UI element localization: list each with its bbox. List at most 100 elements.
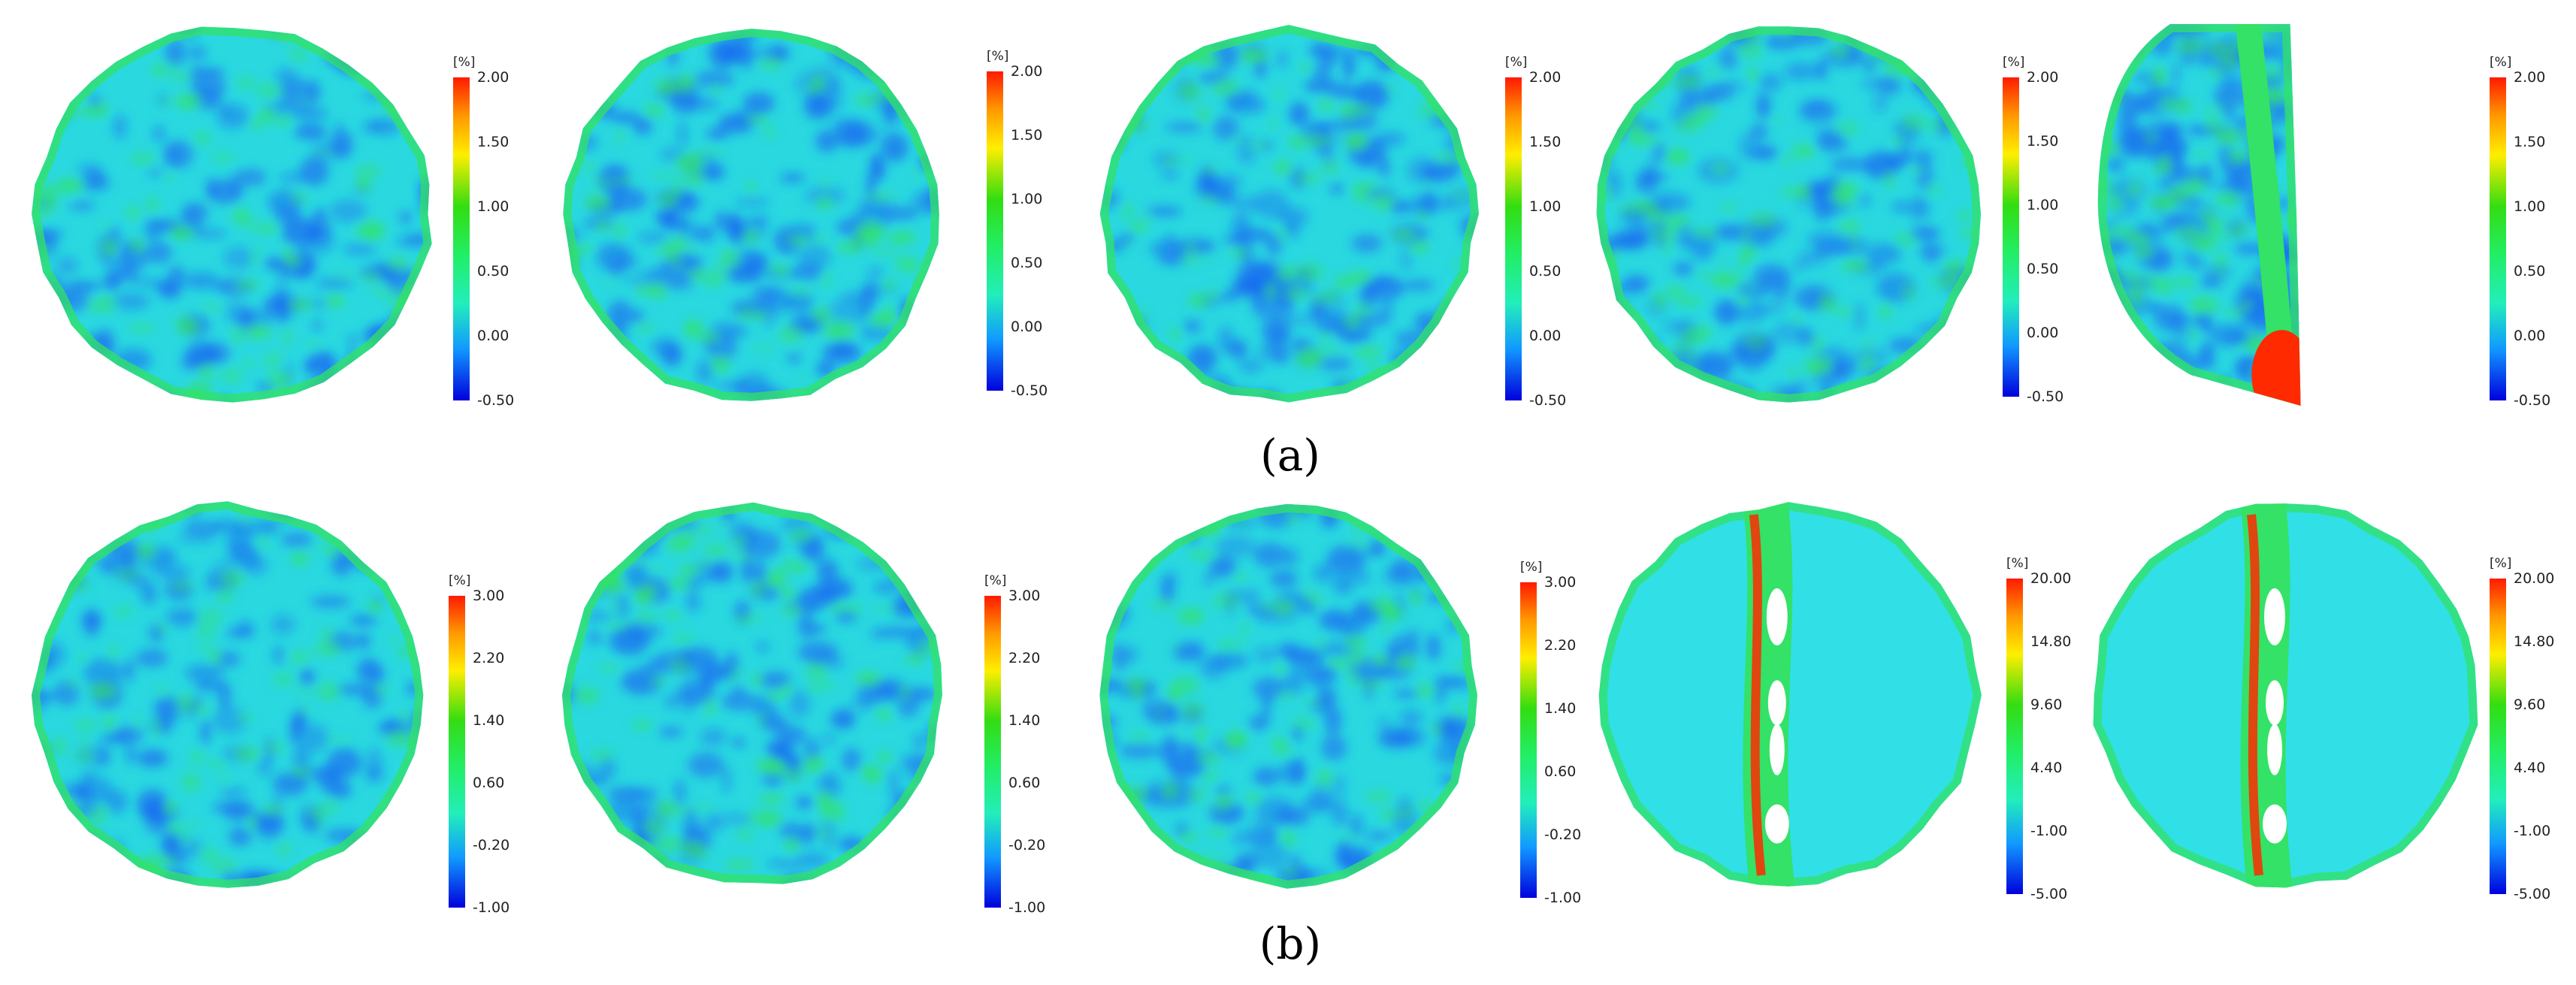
colorbar-tick: 14.80 bbox=[2030, 633, 2072, 650]
colorbar-tick: -1.00 bbox=[473, 899, 510, 916]
strain-map-b-2 bbox=[562, 502, 942, 884]
colorbar-tick: 0.60 bbox=[473, 775, 505, 791]
colorbar-tick: 0.00 bbox=[477, 328, 509, 344]
colorbar-gradient bbox=[1520, 582, 1537, 898]
colorbar-tick: 1.00 bbox=[1529, 198, 1562, 215]
colorbar-gradient bbox=[2006, 579, 2023, 894]
colorbar-gradient bbox=[984, 596, 1001, 908]
strain-map-b-4 bbox=[1598, 502, 1982, 887]
colorbar-tick: 9.60 bbox=[2030, 696, 2063, 713]
colorbar-tick: 1.50 bbox=[1011, 127, 1043, 144]
colorbar-tick: 3.00 bbox=[473, 588, 505, 604]
colorbar-b-1: [%] 3.00 2.20 1.40 0.60 -0.20 -1.00 bbox=[449, 573, 539, 930]
colorbar-gradient bbox=[2490, 579, 2506, 894]
colorbar-tick: -1.00 bbox=[1008, 899, 1046, 916]
colorbar-tick: -5.00 bbox=[2514, 886, 2551, 902]
colorbar-tick: -1.00 bbox=[2514, 823, 2551, 839]
colorbar-tick: 1.00 bbox=[2514, 198, 2546, 215]
colorbar-unit: [%] bbox=[1505, 55, 1528, 70]
colorbar-tick: 1.40 bbox=[1544, 700, 1577, 717]
colorbar-unit: [%] bbox=[987, 49, 1009, 64]
colorbar-tick: -1.00 bbox=[2030, 823, 2068, 839]
colorbar-tick: 2.00 bbox=[2514, 69, 2546, 86]
colorbar-tick: -0.50 bbox=[477, 392, 515, 409]
strain-map-a-3 bbox=[1099, 25, 1479, 403]
colorbar-tick: -0.50 bbox=[2027, 388, 2064, 405]
colorbar-tick: -0.20 bbox=[1544, 826, 1582, 843]
colorbar-tick: 1.40 bbox=[1008, 712, 1041, 729]
colorbar-tick: 0.50 bbox=[477, 263, 509, 279]
colorbar-unit: [%] bbox=[2006, 556, 2029, 571]
strain-map-a-2 bbox=[563, 29, 939, 401]
colorbar-tick: 2.00 bbox=[477, 69, 509, 86]
colorbar-tick: 0.00 bbox=[1011, 319, 1043, 335]
strain-map-b-3 bbox=[1099, 503, 1478, 889]
colorbar-tick: -1.00 bbox=[1544, 890, 1582, 906]
colorbar-tick: 1.40 bbox=[473, 712, 505, 729]
colorbar-tick: 0.50 bbox=[2514, 263, 2546, 279]
colorbar-tick: 3.00 bbox=[1544, 574, 1577, 591]
colorbar-tick: 20.00 bbox=[2514, 570, 2555, 587]
strain-map-a-4 bbox=[1596, 26, 1981, 403]
colorbar-tick: 2.20 bbox=[473, 650, 505, 666]
colorbar-tick: 0.50 bbox=[2027, 261, 2059, 277]
colorbar-gradient bbox=[453, 77, 470, 400]
colorbar-gradient bbox=[2003, 77, 2019, 397]
caption-b: (b) bbox=[1259, 918, 1322, 969]
colorbar-tick: 2.00 bbox=[1011, 63, 1043, 80]
colorbar-tick: 2.20 bbox=[1008, 650, 1041, 666]
colorbar-tick: 9.60 bbox=[2514, 696, 2546, 713]
colorbar-gradient bbox=[1505, 77, 1522, 400]
colorbar-tick: 0.00 bbox=[1529, 328, 1562, 344]
colorbar-tick: 2.00 bbox=[1529, 69, 1562, 86]
colorbar-tick: 1.00 bbox=[2027, 197, 2059, 213]
colorbar-tick: -0.20 bbox=[473, 837, 510, 854]
colorbar-unit: [%] bbox=[2003, 55, 2025, 70]
colorbar-tick: 1.50 bbox=[2514, 134, 2546, 150]
strain-map-a-1 bbox=[32, 26, 432, 403]
colorbar-b-5: [%] 20.00 14.80 9.60 4.40 -1.00 -5.00 bbox=[2490, 556, 2576, 917]
colorbar-tick: -0.20 bbox=[1008, 837, 1046, 854]
colorbar-unit: [%] bbox=[2490, 55, 2512, 70]
strain-map-b-5 bbox=[2093, 503, 2478, 888]
strain-map-a-5 bbox=[2097, 24, 2301, 406]
colorbar-tick: 0.60 bbox=[1008, 775, 1041, 791]
colorbar-gradient bbox=[987, 71, 1003, 391]
colorbar-b-4: [%] 20.00 14.80 9.60 4.40 -1.00 -5.00 bbox=[2006, 556, 2097, 917]
colorbar-tick: 0.60 bbox=[1544, 763, 1577, 780]
colorbar-b-3: [%] 3.00 2.20 1.40 0.60 -0.20 -1.00 bbox=[1520, 560, 1610, 920]
colorbar-tick: 0.00 bbox=[2514, 328, 2546, 344]
colorbar-unit: [%] bbox=[984, 573, 1007, 588]
colorbar-tick: 1.50 bbox=[477, 134, 509, 150]
colorbar-a-5: [%] 2.00 1.50 1.00 0.50 0.00 -0.50 bbox=[2490, 55, 2576, 423]
caption-a: (a) bbox=[1260, 430, 1320, 481]
colorbar-gradient bbox=[2490, 77, 2506, 400]
colorbar-tick: 1.00 bbox=[1011, 191, 1043, 207]
colorbar-b-2: [%] 3.00 2.20 1.40 0.60 -0.20 -1.00 bbox=[984, 573, 1075, 930]
strain-map-b-1 bbox=[32, 501, 424, 888]
colorbar-tick: -5.00 bbox=[2030, 886, 2068, 902]
colorbar-tick: -0.50 bbox=[1529, 392, 1567, 409]
colorbar-unit: [%] bbox=[2490, 556, 2512, 571]
colorbar-gradient bbox=[449, 596, 465, 908]
colorbar-tick: -0.50 bbox=[1011, 382, 1048, 399]
colorbar-unit: [%] bbox=[1520, 560, 1543, 575]
colorbar-tick: 3.00 bbox=[1008, 588, 1041, 604]
colorbar-a-4: [%] 2.00 1.50 1.00 0.50 0.00 -0.50 bbox=[2003, 55, 2093, 419]
colorbar-unit: [%] bbox=[449, 573, 471, 588]
colorbar-tick: 2.00 bbox=[2027, 69, 2059, 86]
colorbar-tick: 14.80 bbox=[2514, 633, 2555, 650]
colorbar-tick: 20.00 bbox=[2030, 570, 2072, 587]
colorbar-tick: 1.50 bbox=[1529, 134, 1562, 150]
colorbar-tick: 4.40 bbox=[2514, 760, 2546, 776]
colorbar-tick: 1.50 bbox=[2027, 133, 2059, 150]
colorbar-tick: -0.50 bbox=[2514, 392, 2551, 409]
colorbar-tick: 0.00 bbox=[2027, 325, 2059, 341]
colorbar-tick: 4.40 bbox=[2030, 760, 2063, 776]
colorbar-tick: 2.20 bbox=[1544, 637, 1577, 654]
colorbar-tick: 0.50 bbox=[1529, 263, 1562, 279]
colorbar-unit: [%] bbox=[453, 55, 476, 70]
colorbar-a-3: [%] 2.00 1.50 1.00 0.50 0.00 -0.50 bbox=[1505, 55, 1595, 423]
colorbar-tick: 0.50 bbox=[1011, 255, 1043, 271]
colorbar-tick: 1.00 bbox=[477, 198, 509, 215]
